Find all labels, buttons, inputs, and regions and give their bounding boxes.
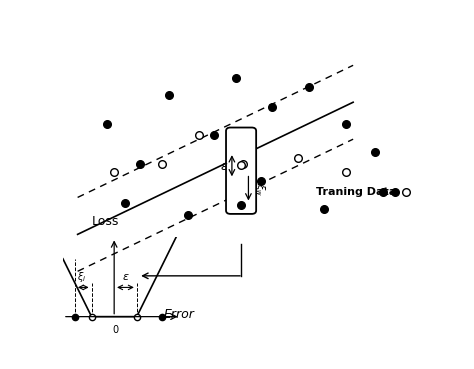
- Text: Loss: Loss: [91, 214, 119, 228]
- Text: Error: Error: [164, 308, 195, 321]
- FancyBboxPatch shape: [226, 128, 256, 214]
- Text: $\varepsilon$: $\varepsilon$: [219, 160, 228, 173]
- Text: Traning Data: Traning Data: [316, 187, 397, 197]
- Text: $\xi_w$: $\xi_w$: [253, 183, 267, 196]
